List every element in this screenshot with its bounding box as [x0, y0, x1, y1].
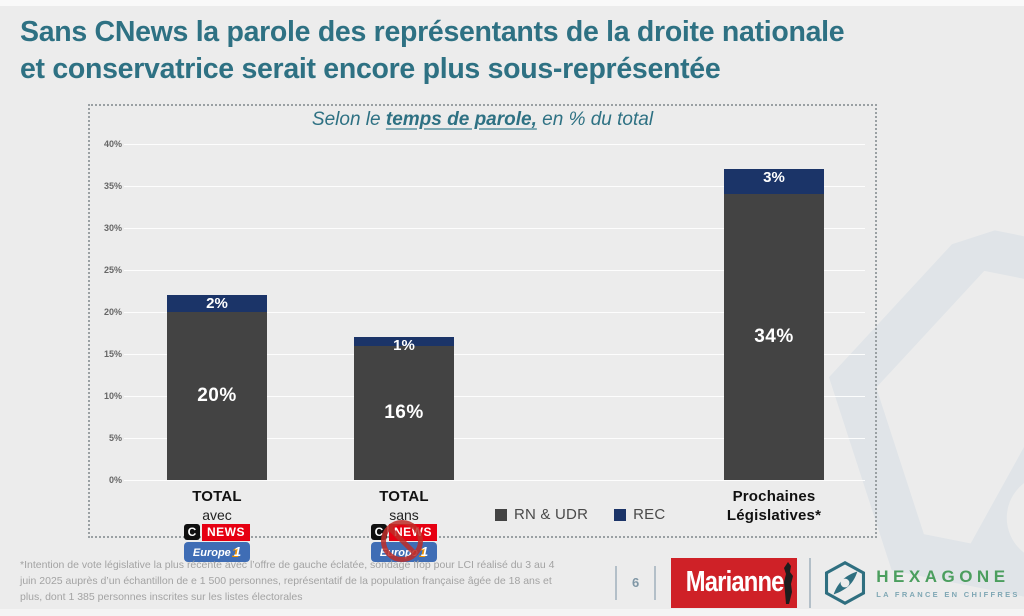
europe1-one: 1: [420, 543, 429, 559]
legend-item: REC: [614, 506, 665, 523]
europe1-label: Europe: [192, 546, 234, 559]
category-subtitle: avec: [202, 506, 232, 523]
bar-value-label-rec: 2%: [206, 295, 228, 313]
stacked-bar: 34% 3%: [724, 169, 824, 480]
top-edge-band: [0, 0, 1024, 6]
page-title: Sans CNews la parole des représentants d…: [20, 16, 845, 86]
hexagone-compass-icon: [825, 560, 866, 605]
channel-logos: C NEWS Europe 1: [183, 523, 251, 562]
europe1-logo: Europe 1: [183, 541, 251, 562]
channel-logos-banned: C NEWS Europe 1: [370, 519, 438, 562]
bar-segment-rn-udr: 20%: [167, 311, 267, 480]
y-axis-tick-label: 20%: [103, 307, 122, 317]
cnews-c-icon: C: [184, 524, 200, 541]
divider: [615, 565, 617, 600]
y-axis-tick-label: 5%: [108, 433, 122, 443]
cnews-logo: C NEWS: [184, 523, 250, 541]
y-axis-tick-label: 30%: [103, 223, 122, 233]
stacked-bar: 20% 2%: [167, 295, 267, 480]
y-axis-tick-label: 40%: [103, 139, 122, 149]
y-axis-tick-label: 15%: [103, 349, 122, 359]
hexagone-logo: HEXAGONE LA FRANCE EN CHIFFRES: [823, 559, 1019, 607]
stacked-bar: 16% 1%: [354, 337, 454, 480]
gridline: [124, 228, 865, 229]
category-subtitle: sans: [389, 506, 419, 523]
hexagone-text: HEXAGONE LA FRANCE EN CHIFFRES: [876, 567, 1019, 599]
gridline: [124, 438, 865, 439]
legend-swatch: [495, 508, 507, 521]
category-title: TOTAL: [192, 488, 242, 505]
bar-segment-rec: [724, 169, 824, 195]
bar-value-label-rec: 3%: [763, 169, 785, 187]
marianne-logo: Marianne: [671, 557, 798, 608]
category-label-total-avec: TOTAL avec C NEWS Europe 1: [137, 488, 297, 562]
legend-item: RN & UDR: [495, 506, 588, 523]
y-axis-tick-label: 0%: [108, 475, 122, 485]
marianne-wordmark: Marianne: [685, 566, 784, 598]
gridline: [124, 144, 865, 145]
bar-value-label-rec: 1%: [393, 337, 415, 355]
footnote: *Intention de vote législative la plus r…: [20, 559, 555, 603]
cnews-news-label: NEWS: [202, 523, 250, 541]
gridline: [124, 270, 865, 271]
hexagone-tagline: LA FRANCE EN CHIFFRES: [876, 589, 1020, 599]
bar-value-label-rn-udr: 20%: [197, 384, 237, 406]
bar-segment-rn-udr: 34%: [724, 194, 824, 480]
divider: [654, 565, 657, 600]
bottom-edge-band: [0, 609, 1024, 616]
marianne-statue-icon: [784, 561, 794, 604]
category-label-total-sans: TOTAL sans C NEWS Europe 1: [324, 488, 484, 562]
chart-area: Selon le temps de parole, en % du total …: [88, 104, 877, 562]
gridline: [124, 396, 865, 397]
gridline: [124, 186, 865, 187]
europe1-one: 1: [233, 543, 242, 559]
page-number: 6: [632, 575, 640, 590]
bar-segment-rec: [354, 337, 454, 346]
chart-subtitle-emphasis: temps de parole,: [385, 109, 537, 130]
category-title: Prochaines Législatives*: [726, 488, 822, 524]
bar-segment-rn-udr: 16%: [354, 345, 454, 480]
legend-swatch: [614, 508, 627, 521]
gridline: [124, 480, 865, 481]
chart-subtitle-prefix: Selon le: [311, 109, 386, 130]
y-axis-tick-label: 35%: [103, 181, 122, 191]
footer-branding: 6 Marianne HEXAGONE LA FRANCE EN CHIFFRE…: [600, 555, 1020, 610]
hexagone-watermark-icon: [828, 225, 1024, 611]
prohibition-icon: [381, 519, 423, 562]
chart-subtitle: Selon le temps de parole, en % du total: [90, 109, 875, 131]
legend-label: RN & UDR: [514, 506, 589, 523]
y-axis-tick-label: 10%: [103, 391, 122, 401]
y-axis-tick-label: 25%: [103, 265, 122, 275]
category-title: TOTAL: [379, 488, 429, 505]
hexagone-name: HEXAGONE: [876, 566, 1010, 586]
chart-subtitle-suffix: en % du total: [536, 109, 654, 130]
divider: [809, 557, 812, 608]
bar-chart-plot: 0% 5% 10% 15% 20% 25% 30% 35% 40% 20% 2% 16% 1% 34% 3%: [90, 106, 875, 536]
gridline: [124, 354, 865, 355]
gridline: [124, 312, 865, 313]
legend-label: REC: [633, 506, 666, 523]
bar-segment-rec: [167, 295, 267, 312]
bar-value-label-rn-udr: 34%: [754, 326, 794, 348]
bar-value-label-rn-udr: 16%: [384, 401, 424, 423]
chart-legend: RN & UDR REC: [495, 506, 665, 523]
category-label-prochaines-legislatives: Prochaines Législatives*: [694, 488, 854, 526]
